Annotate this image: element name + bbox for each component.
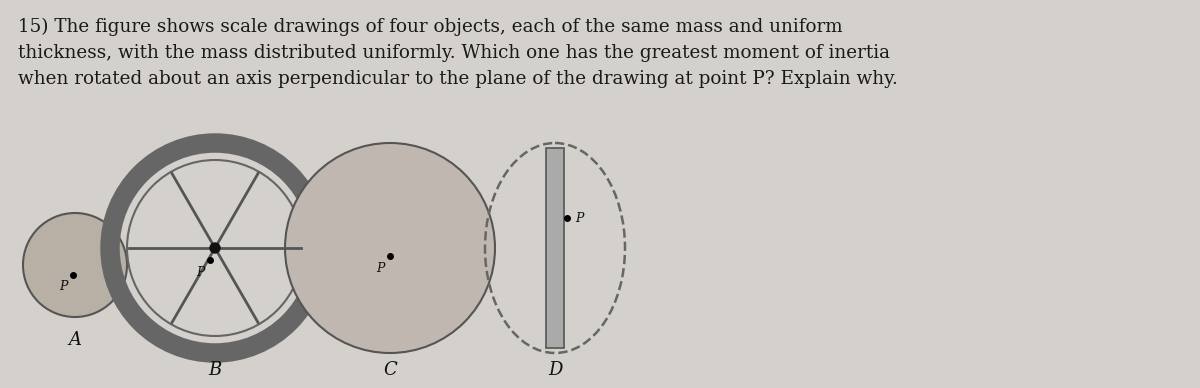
- Bar: [546, 148, 564, 348]
- Text: P: P: [196, 267, 204, 279]
- Text: 15) The figure shows scale drawings of four objects, each of the same mass and u: 15) The figure shows scale drawings of f…: [18, 18, 898, 88]
- Text: P: P: [376, 263, 384, 275]
- Text: P: P: [575, 211, 583, 225]
- Circle shape: [286, 143, 496, 353]
- Text: A: A: [68, 331, 82, 349]
- Text: D: D: [548, 361, 562, 379]
- Circle shape: [23, 213, 127, 317]
- Circle shape: [210, 243, 220, 253]
- Text: B: B: [209, 361, 222, 379]
- Text: P: P: [59, 281, 67, 293]
- Text: C: C: [383, 361, 397, 379]
